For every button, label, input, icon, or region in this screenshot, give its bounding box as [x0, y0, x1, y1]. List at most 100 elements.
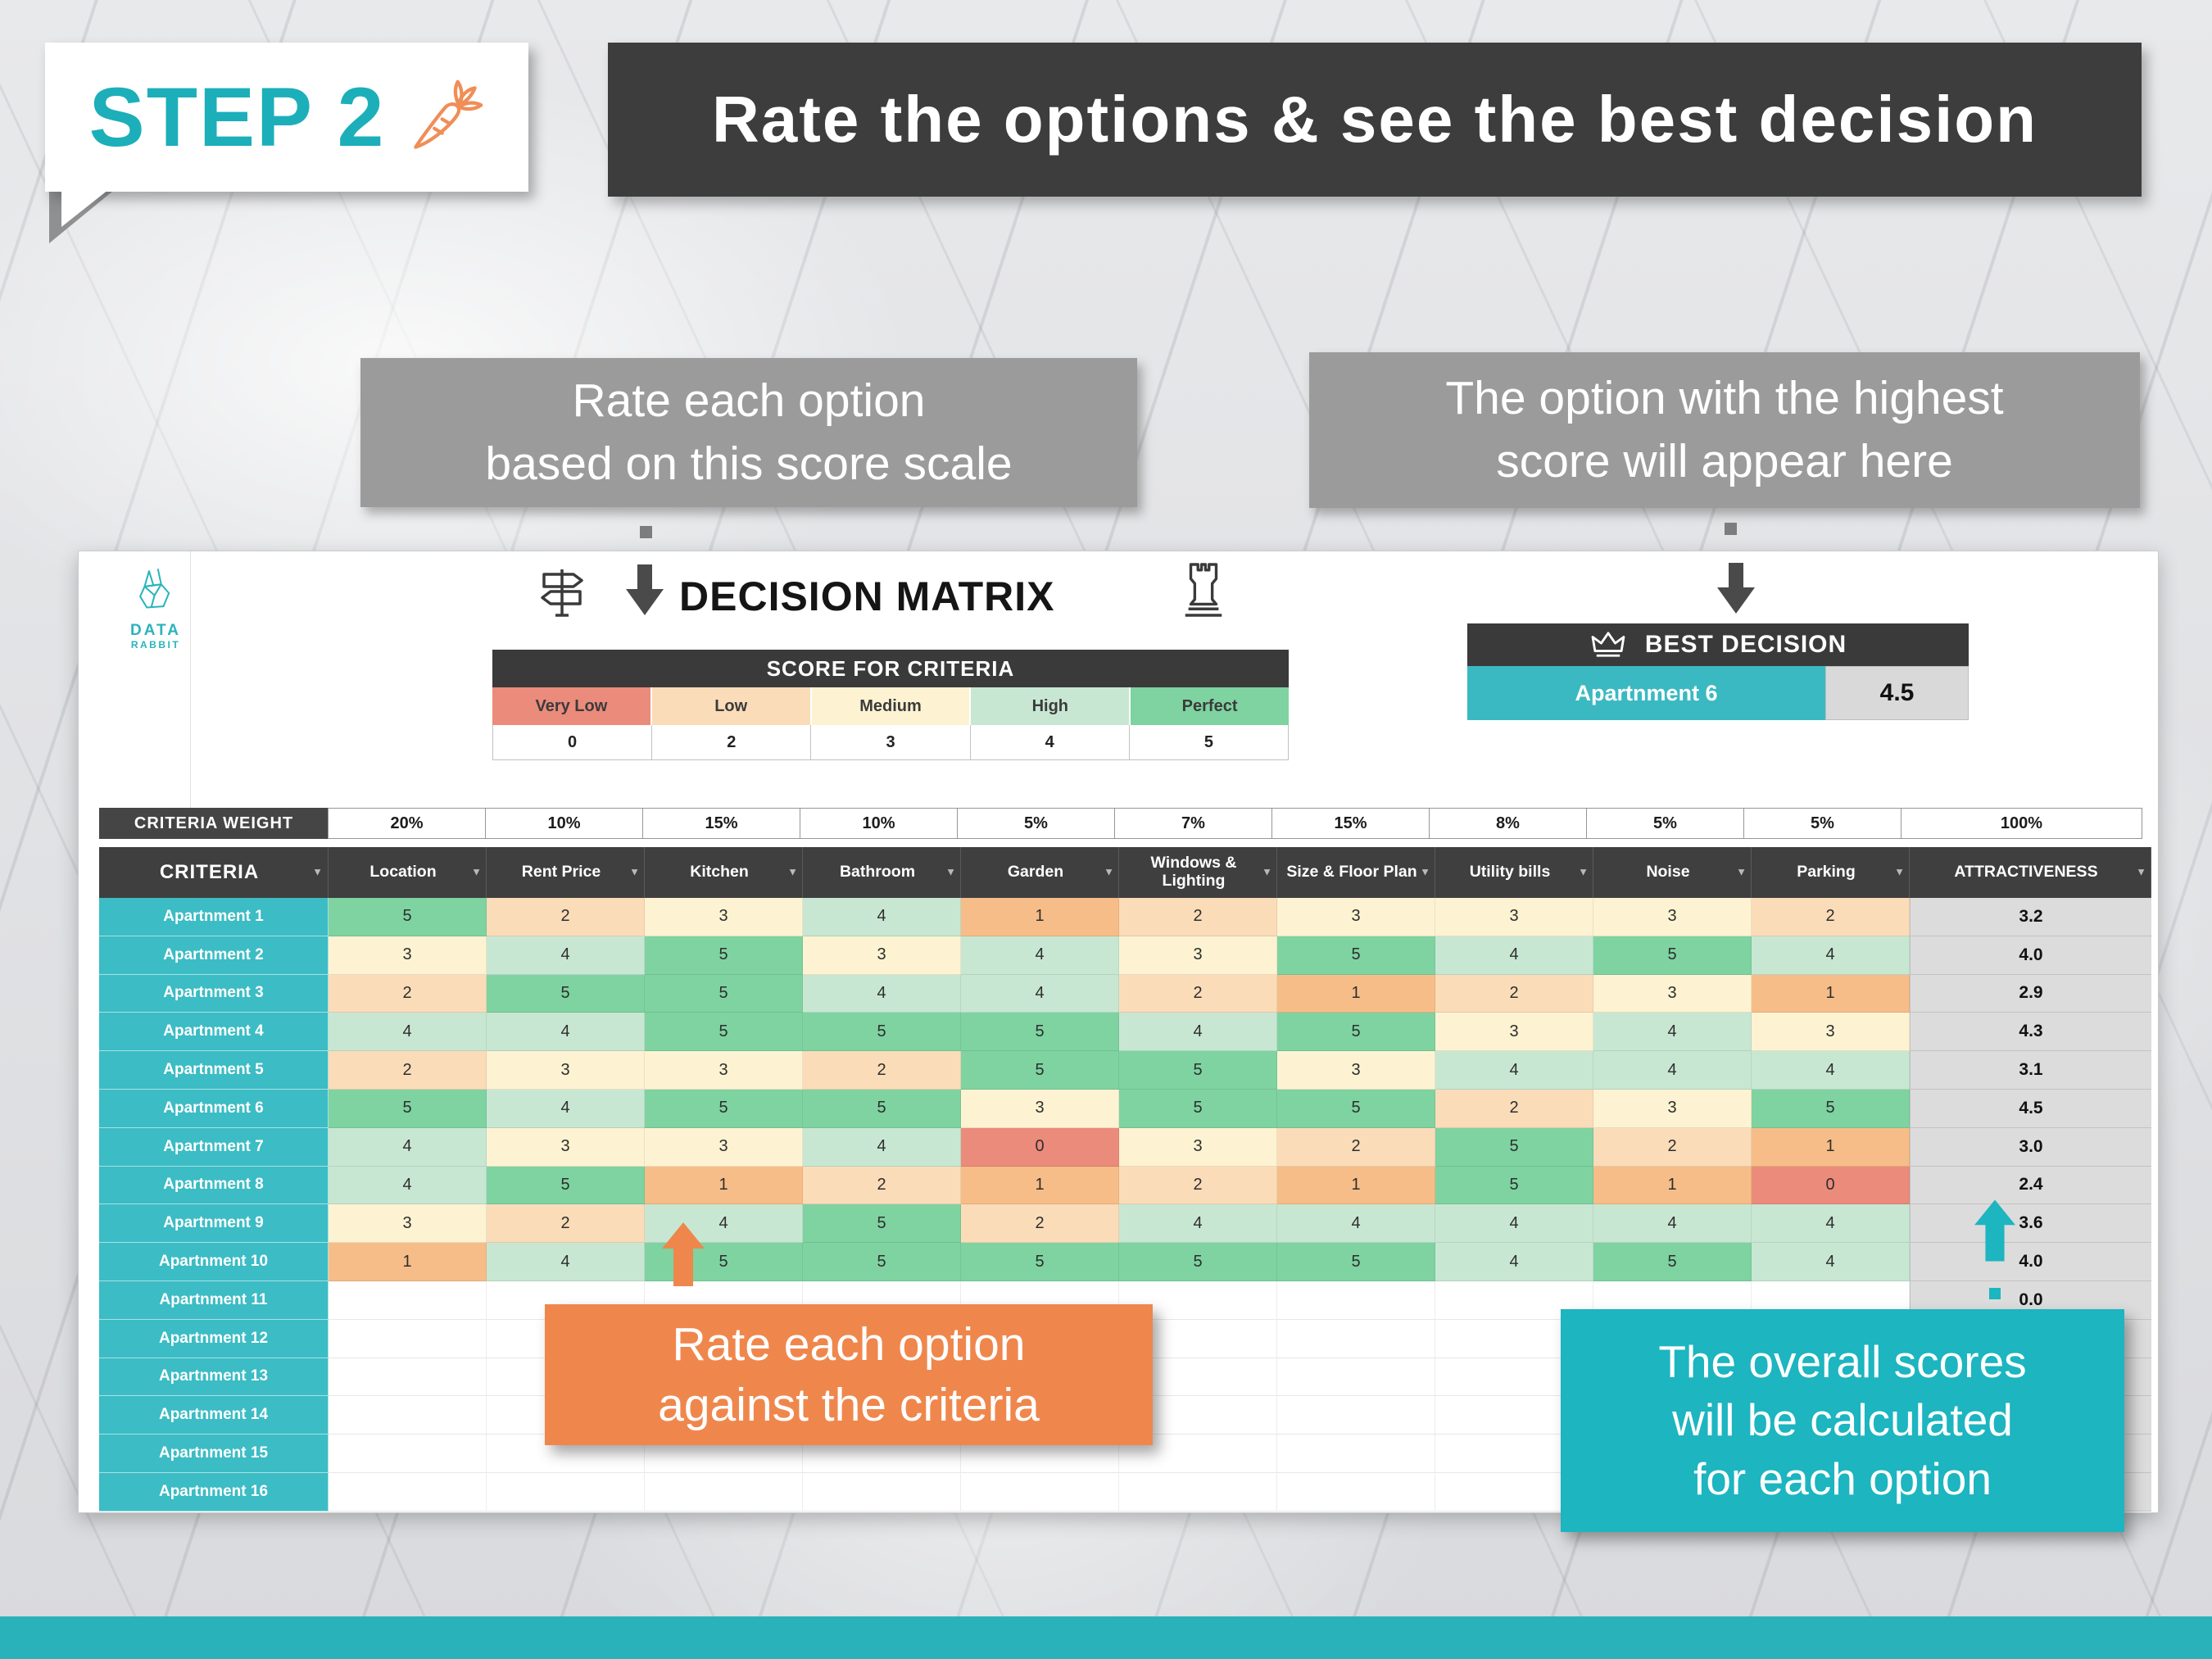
- row-label[interactable]: Apartnment 5: [99, 1051, 329, 1090]
- score-cell[interactable]: 2: [1435, 1089, 1593, 1128]
- score-cell[interactable]: 5: [645, 1243, 803, 1281]
- score-cell[interactable]: 1: [1752, 1127, 1910, 1167]
- column-header-utility-bills[interactable]: Utility bills ▼: [1435, 847, 1593, 898]
- score-cell[interactable]: 3: [329, 936, 487, 975]
- row-label[interactable]: Apartnment 10: [99, 1243, 329, 1281]
- column-header-size-floor-plan[interactable]: Size & Floor Plan ▼: [1277, 847, 1435, 898]
- weight-cell[interactable]: 15%: [1271, 808, 1430, 839]
- weight-cell[interactable]: 8%: [1429, 808, 1587, 839]
- score-cell[interactable]: 4: [1435, 1204, 1593, 1244]
- score-cell[interactable]: 3: [803, 936, 961, 975]
- score-cell[interactable]: [329, 1319, 487, 1358]
- score-cell[interactable]: 2: [1277, 1127, 1435, 1167]
- score-cell[interactable]: 5: [329, 1089, 487, 1128]
- score-cell[interactable]: 1: [1752, 974, 1910, 1013]
- filter-icon[interactable]: ▼: [629, 865, 640, 878]
- row-label[interactable]: Apartnment 12: [99, 1319, 329, 1358]
- score-cell[interactable]: 3: [645, 1127, 803, 1167]
- score-cell[interactable]: 5: [1277, 1243, 1435, 1281]
- score-cell[interactable]: 4: [803, 1127, 961, 1167]
- score-cell[interactable]: 5: [1435, 1166, 1593, 1205]
- score-cell[interactable]: [329, 1358, 487, 1397]
- score-cell[interactable]: 4: [1277, 1204, 1435, 1244]
- score-cell[interactable]: 4: [1593, 1051, 1752, 1090]
- score-cell[interactable]: 5: [645, 936, 803, 975]
- score-cell[interactable]: 4: [1752, 1243, 1910, 1281]
- weight-cell[interactable]: 5%: [1743, 808, 1902, 839]
- row-label[interactable]: Apartnment 9: [99, 1204, 329, 1244]
- score-cell[interactable]: 4: [329, 1127, 487, 1167]
- score-cell[interactable]: 5: [1752, 1089, 1910, 1128]
- score-cell[interactable]: 5: [329, 898, 487, 936]
- score-cell[interactable]: 3: [487, 1051, 645, 1090]
- criteria-label-cell[interactable]: CRITERIA ▼: [99, 847, 329, 898]
- score-cell[interactable]: 2: [803, 1051, 961, 1090]
- weight-cell[interactable]: 10%: [485, 808, 643, 839]
- score-cell[interactable]: 3: [961, 1089, 1119, 1128]
- filter-icon[interactable]: ▼: [945, 865, 956, 878]
- row-label[interactable]: Apartnment 6: [99, 1089, 329, 1128]
- score-cell[interactable]: 5: [1119, 1051, 1277, 1090]
- filter-icon[interactable]: ▼: [1262, 865, 1272, 878]
- score-cell[interactable]: 3: [1593, 1089, 1752, 1128]
- weight-cell[interactable]: 10%: [800, 808, 958, 839]
- score-cell[interactable]: 3: [487, 1127, 645, 1167]
- score-cell[interactable]: 2: [1593, 1127, 1752, 1167]
- row-label[interactable]: Apartnment 16: [99, 1472, 329, 1512]
- score-cell[interactable]: 2: [329, 974, 487, 1013]
- weight-cell[interactable]: 5%: [957, 808, 1115, 839]
- score-cell[interactable]: 5: [803, 1204, 961, 1244]
- column-header-windows-lighting[interactable]: Windows & Lighting ▼: [1119, 847, 1277, 898]
- score-cell[interactable]: 4: [487, 1013, 645, 1052]
- column-header-noise[interactable]: Noise ▼: [1593, 847, 1752, 898]
- score-cell[interactable]: 5: [487, 974, 645, 1013]
- score-cell[interactable]: 4: [487, 1089, 645, 1128]
- score-cell[interactable]: 2: [487, 1204, 645, 1244]
- score-cell[interactable]: [329, 1472, 487, 1512]
- score-cell[interactable]: 4: [1593, 1204, 1752, 1244]
- score-cell[interactable]: 4: [961, 974, 1119, 1013]
- score-cell[interactable]: 3: [1593, 898, 1752, 936]
- score-cell[interactable]: 3: [1435, 1013, 1593, 1052]
- score-cell[interactable]: [487, 1472, 645, 1512]
- score-cell[interactable]: 1: [1593, 1166, 1752, 1205]
- column-header-rent-price[interactable]: Rent Price ▼: [487, 847, 645, 898]
- score-cell[interactable]: [1277, 1435, 1435, 1473]
- filter-icon[interactable]: ▼: [1578, 865, 1589, 878]
- filter-icon[interactable]: ▼: [312, 865, 324, 878]
- score-cell[interactable]: 5: [1277, 936, 1435, 975]
- score-cell[interactable]: 4: [803, 898, 961, 936]
- filter-icon[interactable]: ▼: [1420, 865, 1430, 878]
- score-cell[interactable]: 0: [1752, 1166, 1910, 1205]
- filter-icon[interactable]: ▼: [471, 865, 482, 878]
- score-cell[interactable]: 5: [1277, 1013, 1435, 1052]
- score-cell[interactable]: 5: [803, 1013, 961, 1052]
- weight-cell[interactable]: 15%: [642, 808, 800, 839]
- score-cell[interactable]: 2: [487, 898, 645, 936]
- filter-icon[interactable]: ▼: [1894, 865, 1905, 878]
- column-header-kitchen[interactable]: Kitchen ▼: [645, 847, 803, 898]
- filter-icon[interactable]: ▼: [1736, 865, 1747, 878]
- score-cell[interactable]: 1: [1277, 974, 1435, 1013]
- score-cell[interactable]: 2: [1435, 974, 1593, 1013]
- score-cell[interactable]: [1119, 1472, 1277, 1512]
- score-cell[interactable]: 5: [961, 1013, 1119, 1052]
- score-cell[interactable]: [1277, 1396, 1435, 1435]
- row-label[interactable]: Apartnment 14: [99, 1396, 329, 1435]
- filter-icon[interactable]: ▼: [787, 865, 798, 878]
- score-cell[interactable]: 5: [645, 1013, 803, 1052]
- score-cell[interactable]: 2: [1119, 898, 1277, 936]
- score-cell[interactable]: 1: [645, 1166, 803, 1205]
- score-cell[interactable]: 5: [487, 1166, 645, 1205]
- column-header-attractiveness[interactable]: ATTRACTIVENESS ▼: [1910, 847, 2151, 898]
- score-cell[interactable]: 1: [961, 1166, 1119, 1205]
- score-cell[interactable]: 5: [961, 1051, 1119, 1090]
- score-cell[interactable]: 4: [1435, 1051, 1593, 1090]
- score-cell[interactable]: 3: [1119, 1127, 1277, 1167]
- score-cell[interactable]: 4: [645, 1204, 803, 1244]
- score-cell[interactable]: [1277, 1281, 1435, 1320]
- score-cell[interactable]: 5: [1435, 1127, 1593, 1167]
- score-cell[interactable]: 4: [1752, 1051, 1910, 1090]
- score-cell[interactable]: 5: [803, 1243, 961, 1281]
- score-cell[interactable]: 4: [1119, 1204, 1277, 1244]
